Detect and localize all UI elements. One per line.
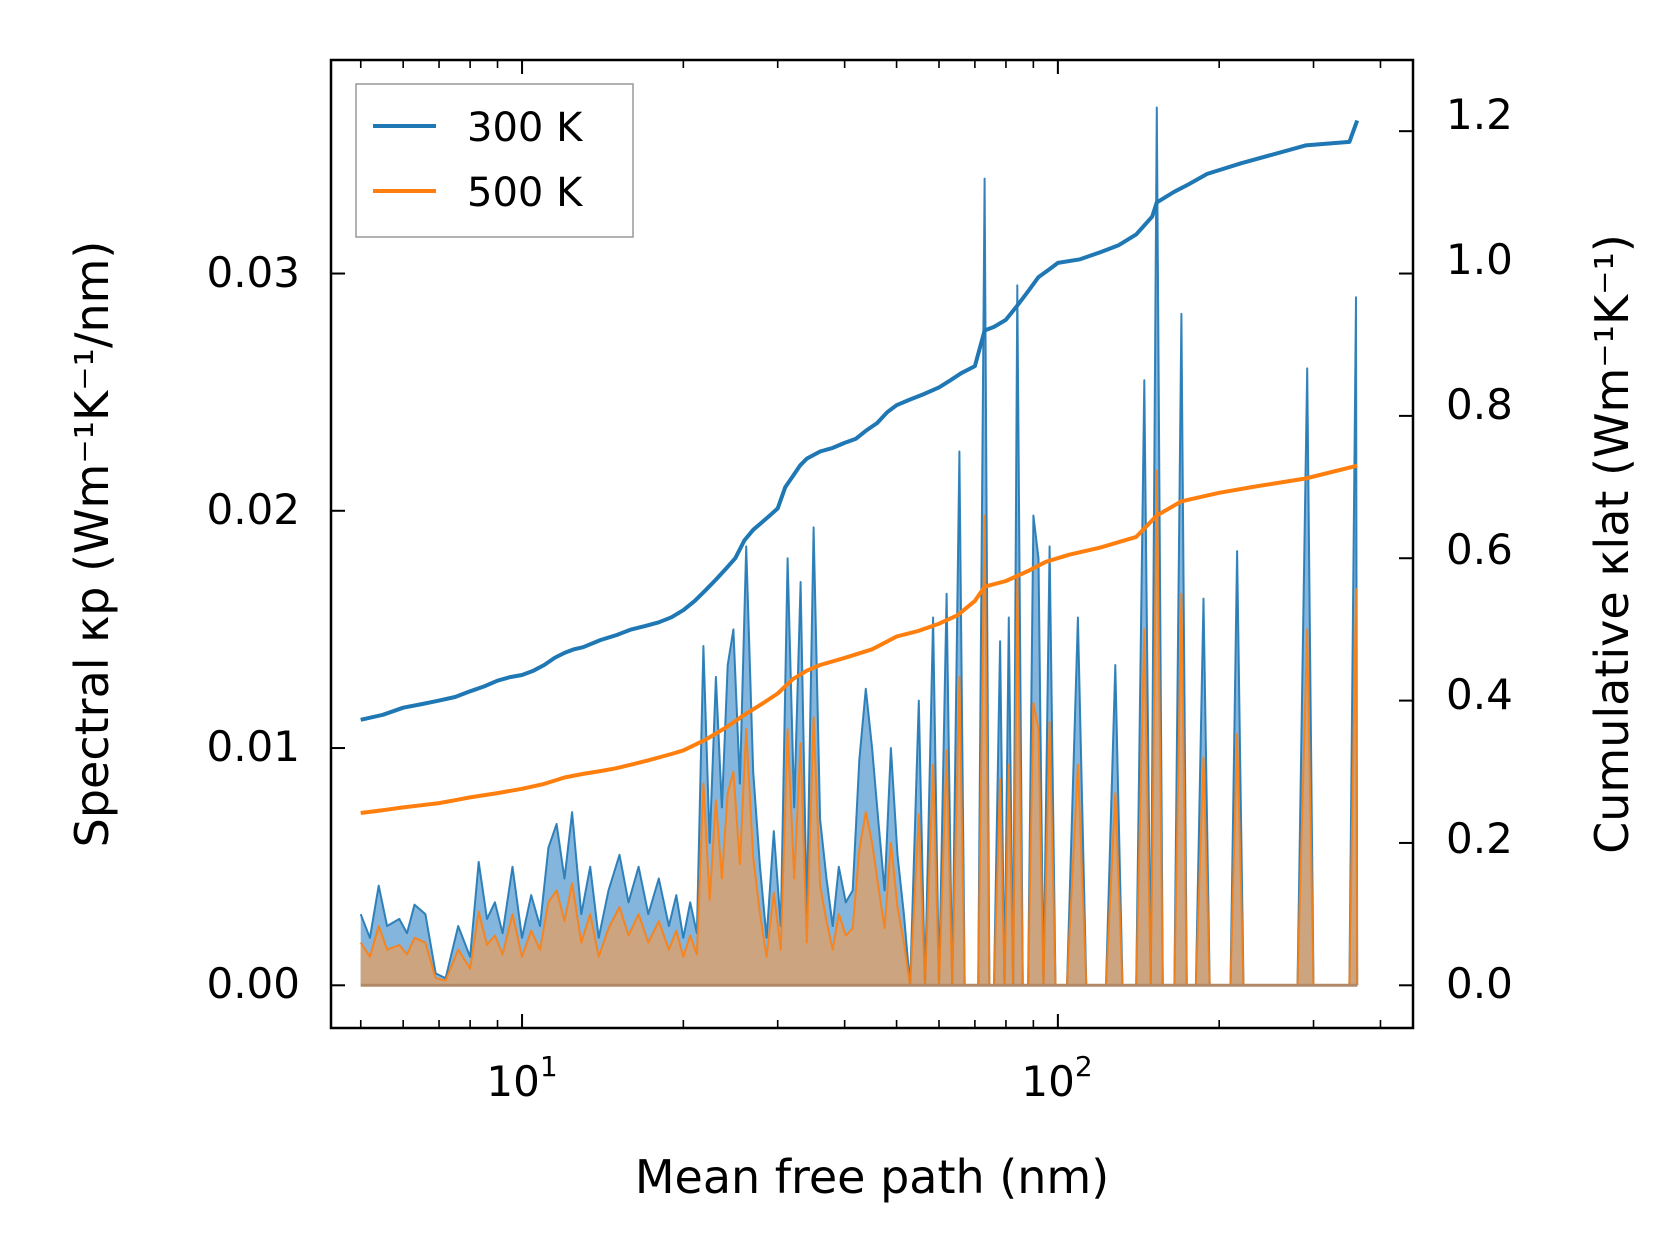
legend: 300 K 500 K: [355, 83, 634, 238]
y2-tick-label-1.2: 1.2: [1446, 90, 1513, 139]
x-tick-exponent-2: 2: [1075, 1050, 1093, 1083]
cumulative-line-300k: [360, 119, 1360, 722]
axis-ticks: [331, 60, 1413, 1028]
y-tick-label-0.03: 0.03: [206, 248, 300, 297]
cumulative-line-500k: [360, 463, 1358, 815]
x-tick-label-100: 102: [1021, 1050, 1092, 1106]
spectral-line-500k: [359, 469, 1359, 987]
spectral-fill-500k: [360, 470, 1358, 986]
y-tick-label-0.01: 0.01: [206, 722, 300, 771]
y2-tick-label-0.4: 0.4: [1446, 670, 1513, 719]
y2-tick-label-0.0: 0.0: [1446, 959, 1513, 1008]
y2-tick-label-0.6: 0.6: [1446, 525, 1513, 574]
plot-frame: [329, 58, 1415, 1030]
legend-label-500k: 500 K: [467, 170, 584, 216]
cumulative-lines: [360, 119, 1360, 815]
y-axis-label: Spectral κp (Wm⁻¹K⁻¹/nm): [65, 241, 119, 848]
y-tick-label-0.00: 0.00: [206, 959, 300, 1008]
spectral-lines: [359, 106, 1359, 987]
x-axis-label: Mean free path (nm): [635, 1150, 1109, 1204]
y2-tick-label-0.8: 0.8: [1446, 380, 1513, 429]
y2-tick-label-0.2: 0.2: [1446, 814, 1513, 863]
y-tick-label-0.02: 0.02: [206, 485, 300, 534]
y2-axis-label: Cumulative κlat (Wm⁻¹K⁻¹): [1585, 234, 1639, 854]
legend-box: [355, 83, 634, 238]
y2-tick-label-1.0: 1.0: [1446, 235, 1513, 284]
legend-label-300k: 300 K: [467, 105, 584, 151]
x-tick-label-10: 101: [486, 1050, 557, 1106]
x-tick-exponent-1: 1: [540, 1050, 558, 1083]
